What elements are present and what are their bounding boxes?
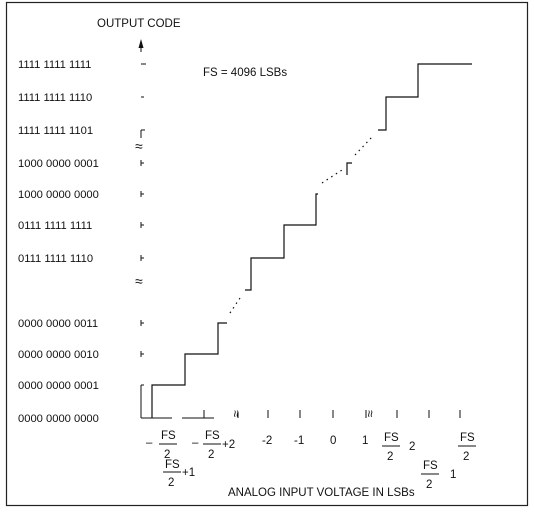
x-label-fs-half-den: 2	[463, 451, 469, 463]
y-axis-break-upper: ≈	[135, 138, 143, 154]
code-label-10: 0000 0000 0000	[18, 413, 99, 425]
code-label-0: 1111 1111 1111	[18, 59, 91, 71]
y-axis-title: OUTPUT CODE	[97, 18, 181, 30]
code-label-9: 0000 0000 0001	[18, 380, 99, 392]
x-axis-break-left: ≈	[229, 410, 244, 417]
x-label-neg-fs-half-plus-1: FS 2 +1	[163, 459, 195, 489]
code-label-4: 1000 0000 0000	[18, 189, 99, 201]
figure-frame	[5, 1, 529, 507]
x-label-fsm1-num: FS	[423, 460, 438, 472]
y-axis-arrow-icon	[138, 39, 144, 48]
x-label-zero: 0	[330, 435, 336, 447]
x-label-neg-fs-half: – FS 2	[146, 430, 177, 461]
x-label-fs-half-minus-2: FS 2 2	[382, 432, 415, 463]
code-label-8: 0000 0000 0010	[18, 349, 99, 361]
x-label-fs-half-num: FS	[460, 432, 475, 444]
staircase-dotted-lower	[229, 297, 241, 314]
y-tick-marks	[141, 63, 146, 386]
output-code-labels: 1111 1111 1111 1111 1111 1110 1111 1111 …	[18, 59, 99, 425]
x-label-plus2-suffix: +2	[222, 439, 235, 451]
code-label-7: 0000 0000 0011	[18, 318, 98, 330]
x-label-fsm1-suffix: 1	[450, 469, 456, 481]
x-label-fs-half: FS 2	[458, 432, 476, 463]
x-label-plus1-den: 2	[168, 477, 174, 489]
code-label-5: 0111 1111 1111	[18, 220, 92, 232]
x-tick-labels: – FS 2 FS 2 +1 – FS 2 +2 -2 -1 0 1 FS 2	[146, 430, 476, 491]
x-axis-break-right: ≈	[363, 410, 378, 417]
x-label-neg-fs-half-plus-2: – FS 2 +2	[192, 430, 235, 461]
x-label-plus2-num: FS	[205, 430, 220, 442]
x-label-neg-fs-half-den: 2	[164, 449, 170, 461]
x-label-minus-two: -2	[262, 435, 272, 447]
x-label-fsm2-suffix: 2	[409, 441, 415, 453]
staircase-upper-fragment	[346, 162, 352, 175]
x-axis-title: ANALOG INPUT VOLTAGE IN LSBs	[228, 487, 415, 499]
staircase-dotted-middle	[321, 169, 343, 184]
x-label-fsm2-num: FS	[384, 432, 399, 444]
staircase-lower	[151, 322, 227, 418]
code-label-1: 1111 1111 1110	[18, 92, 92, 104]
fs-annotation: FS = 4096 LSBs	[203, 67, 287, 79]
x-label-neg-fs-half-num: FS	[161, 430, 176, 442]
staircase-top	[378, 63, 472, 131]
x-label-fsm2-den: 2	[387, 451, 393, 463]
code-label-2: 1111 1111 1101	[18, 125, 93, 137]
y-axis-break-lower: ≈	[135, 273, 143, 289]
code-label-3: 1000 0000 0001	[18, 158, 99, 170]
x-label-fsm1-den: 2	[426, 479, 432, 491]
x-label-plus1-suffix: +1	[182, 467, 195, 479]
x-label-one: 1	[362, 435, 368, 447]
x-label-minus-one: -1	[294, 435, 304, 447]
x-label-plus2-sign: –	[192, 437, 199, 449]
code-label-6: 0111 1111 1110	[18, 253, 93, 265]
staircase-middle	[245, 193, 318, 291]
x-tick-marks	[203, 410, 461, 418]
x-label-plus2-den: 2	[208, 449, 214, 461]
x-label-fs-half-minus-1: FS 2 1	[421, 460, 456, 491]
x-label-plus1-num: FS	[165, 459, 180, 471]
x-label-neg-fs-half-sign: –	[146, 437, 153, 449]
transfer-staircase	[151, 63, 472, 418]
staircase-dotted-upper	[354, 136, 373, 156]
